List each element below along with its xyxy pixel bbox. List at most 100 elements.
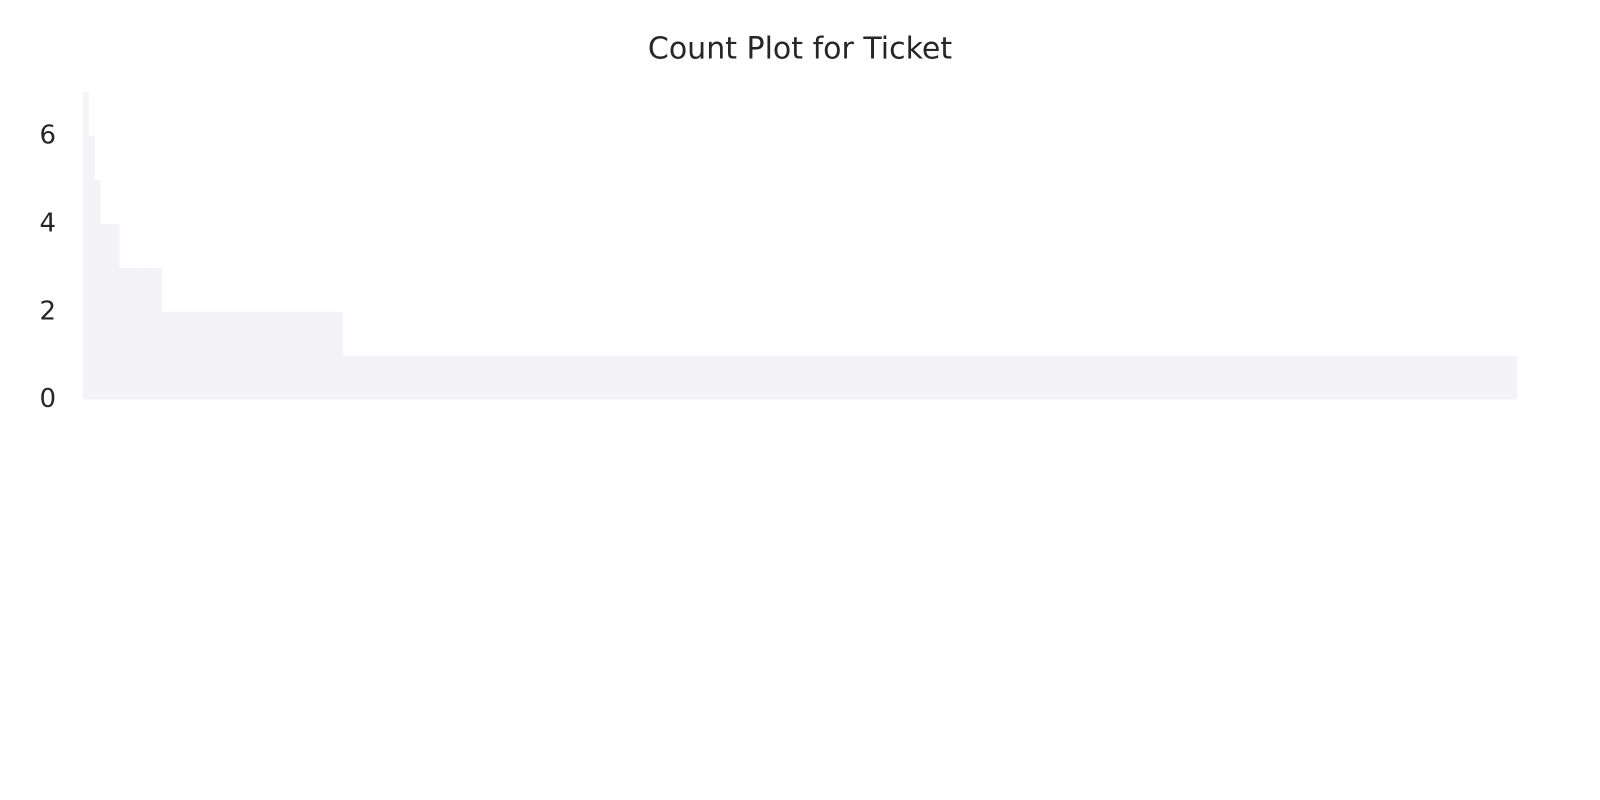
bar [1103, 355, 1106, 400]
bar [643, 355, 646, 400]
bar [789, 355, 792, 400]
bar [793, 355, 796, 400]
bar [1058, 355, 1061, 400]
y-tick-label: 4 [39, 208, 56, 238]
bar [1397, 355, 1400, 400]
bar [183, 311, 186, 400]
bar [741, 355, 744, 400]
bar [1434, 355, 1437, 400]
bar [991, 355, 994, 400]
bar [1461, 355, 1464, 400]
bar [1184, 355, 1186, 400]
bar [747, 355, 749, 400]
bar [764, 355, 767, 400]
bar [275, 311, 278, 400]
bar [1413, 355, 1415, 400]
bar [598, 355, 601, 400]
bar [700, 355, 703, 400]
bar [358, 355, 361, 400]
bar [1166, 355, 1169, 400]
bar [1441, 355, 1444, 400]
bar [1440, 355, 1442, 400]
bar [656, 355, 659, 400]
bar [1099, 355, 1102, 400]
bar [710, 355, 713, 400]
bar [1474, 355, 1477, 400]
bar [548, 355, 551, 400]
bar [1445, 355, 1448, 400]
bar [185, 311, 187, 400]
y-tick-label: 2 [39, 296, 56, 326]
bar [415, 355, 418, 400]
bar [502, 355, 505, 400]
bar [1074, 355, 1077, 400]
bar [1426, 355, 1429, 400]
bar [175, 311, 178, 400]
bar [795, 355, 798, 400]
bar [1484, 355, 1487, 400]
bar [1164, 355, 1167, 400]
bar [906, 355, 909, 400]
bar [564, 355, 567, 400]
bar [1459, 355, 1462, 400]
bar [1339, 355, 1342, 400]
bar [779, 355, 782, 400]
bar [165, 311, 168, 400]
bar [558, 355, 561, 400]
bar [1380, 355, 1383, 400]
bar [121, 267, 124, 400]
bar [1060, 355, 1063, 400]
bar [993, 355, 996, 400]
bar [552, 355, 555, 400]
bar [1237, 355, 1240, 400]
bar [1399, 355, 1402, 400]
bar [365, 355, 368, 400]
bar [637, 355, 640, 400]
bar [1307, 355, 1310, 400]
bar [646, 355, 649, 400]
bar [1457, 355, 1460, 400]
bar [1158, 355, 1161, 400]
bar [1162, 355, 1165, 400]
bar [658, 355, 661, 400]
bar [897, 355, 900, 400]
bar [462, 355, 465, 400]
bar [1191, 355, 1194, 400]
bar [483, 355, 486, 400]
bar [387, 355, 390, 400]
bar [344, 355, 347, 400]
bar [854, 355, 857, 400]
bar [1374, 355, 1377, 400]
bar [1357, 355, 1360, 400]
bar [177, 311, 180, 400]
bar [181, 311, 184, 400]
bar [379, 355, 382, 400]
bar [1372, 355, 1375, 400]
bar [1495, 355, 1498, 400]
bar [1282, 355, 1285, 400]
bar [933, 355, 936, 400]
bar [1289, 355, 1292, 400]
bar [1185, 355, 1188, 400]
bar [606, 355, 609, 400]
bar [820, 355, 823, 400]
bar [800, 355, 803, 400]
bar [1043, 355, 1046, 400]
bar [791, 355, 794, 400]
bar [1220, 355, 1223, 400]
bar [691, 355, 694, 400]
bar [277, 311, 280, 400]
bar [695, 355, 698, 400]
bar [113, 223, 116, 400]
bar [756, 355, 759, 400]
bar [641, 355, 644, 400]
bar [348, 355, 351, 400]
bar [373, 355, 376, 400]
bar [354, 355, 357, 400]
bar [454, 355, 457, 400]
bar [904, 355, 907, 400]
bar [718, 355, 721, 400]
bar [829, 355, 832, 400]
bar [1470, 355, 1473, 400]
